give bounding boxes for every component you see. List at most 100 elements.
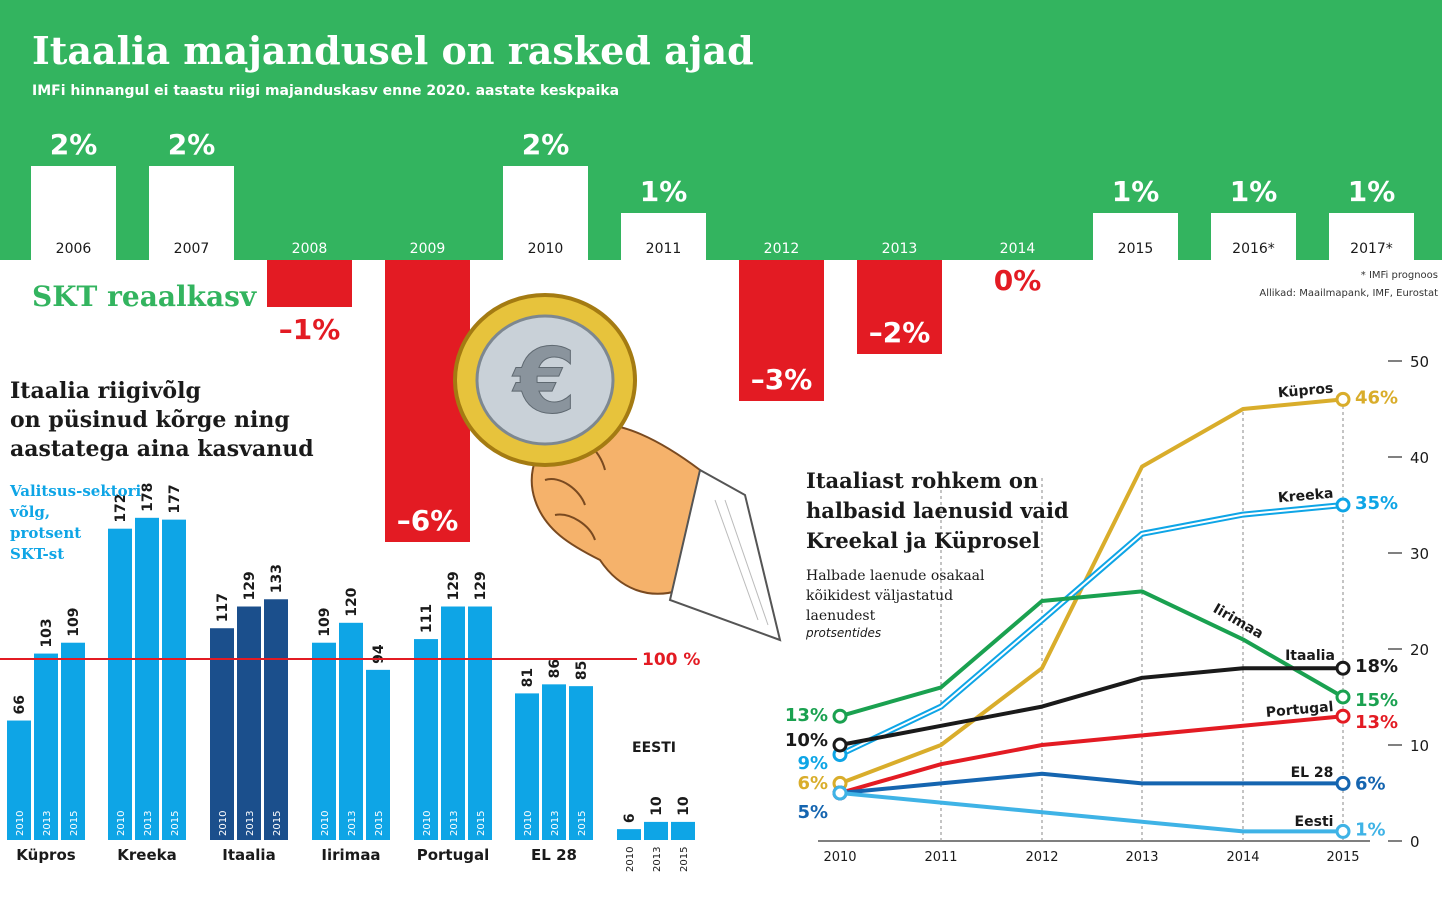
gdp-value-label-2015: 1% bbox=[1112, 175, 1160, 208]
debt-country-label-küpros: Küpros bbox=[16, 846, 75, 864]
debt-country-label-kreeka: Kreeka bbox=[117, 846, 176, 864]
bad-loans-end-label-küpros: 46% bbox=[1355, 387, 1398, 408]
debt-year-label-eesti-2015: 2015 bbox=[679, 847, 690, 872]
bad-loans-end-label-iirimaa: 15% bbox=[1355, 690, 1398, 711]
debt-country-label-el-28: EL 28 bbox=[531, 846, 577, 864]
bad-loans-end-label-kreeka: 35% bbox=[1355, 493, 1398, 514]
main-title: Itaalia majandusel on rasked ajad bbox=[32, 28, 754, 73]
gdp-bar-2012 bbox=[739, 260, 824, 401]
debt-year-label-kreeka-2010: 2010 bbox=[116, 811, 127, 836]
debt-year-label-küpros-2010: 2010 bbox=[15, 811, 26, 836]
gdp-value-label-2010: 2% bbox=[522, 128, 570, 161]
debt-year-label-portugal-2015: 2015 bbox=[476, 811, 487, 836]
debt-value-label-kreeka-2015: 177 bbox=[167, 484, 183, 513]
bad-loans-xtick-label-2014: 2014 bbox=[1226, 850, 1259, 865]
bad-loans-xtick-label-2011: 2011 bbox=[924, 850, 957, 865]
bad-loans-line-inner-kreeka bbox=[839, 504, 1344, 756]
bad-loans-xtick-label-2013: 2013 bbox=[1125, 850, 1158, 865]
debt-year-label-itaalia-2015: 2015 bbox=[272, 811, 283, 836]
debt-bar-iirimaa-2015 bbox=[366, 669, 390, 840]
bad-loans-subtitle-line-3: laenudest bbox=[806, 608, 876, 624]
debt-bar-küpros-2010 bbox=[7, 720, 31, 840]
debt-bar-el-28-2013 bbox=[542, 684, 566, 840]
debt-bar-kreeka-2010 bbox=[108, 528, 132, 840]
debt-bar-itaalia-2013 bbox=[237, 606, 261, 840]
gdp-bar-2013 bbox=[857, 260, 942, 354]
bad-loans-end-marker-iirimaa bbox=[1335, 689, 1351, 705]
bad-loans-start-label-iirimaa: 13% bbox=[785, 705, 828, 726]
bad-loans-end-marker-el-28 bbox=[1335, 775, 1351, 791]
debt-ylabel: Valitsus-sektori võlg, protsent SKT-st bbox=[9, 482, 142, 563]
bad-loans-line-portugal bbox=[839, 714, 1344, 795]
debt-value-label-portugal-2010: 111 bbox=[419, 604, 435, 633]
bad-loans-ytick-label-30: 30 bbox=[1410, 545, 1429, 563]
debt-year-label-portugal-2013: 2013 bbox=[449, 811, 460, 836]
debt-country-label-iirimaa: Iirimaa bbox=[321, 846, 380, 864]
bad-loans-end-marker-itaalia bbox=[1335, 660, 1351, 676]
gdp-year-label-2015: 2015 bbox=[1118, 241, 1154, 257]
bad-loans-xtick-label-2010: 2010 bbox=[823, 850, 856, 865]
gdp-value-label-2014: 0% bbox=[994, 264, 1042, 297]
debt-year-label-portugal-2010: 2010 bbox=[422, 811, 433, 836]
gdp-year-label-2009: 2009 bbox=[410, 241, 446, 257]
bad-loans-start-label-küpros: 6% bbox=[797, 773, 828, 794]
gdp-year-label-2006: 2006 bbox=[56, 241, 92, 257]
debt-value-label-küpros-2015: 109 bbox=[66, 607, 82, 636]
gdp-year-label-2016: 2016* bbox=[1232, 241, 1275, 257]
gdp-chart-title: SKT reaalkasv bbox=[32, 280, 257, 313]
gdp-value-label-2006: 2% bbox=[50, 128, 98, 161]
debt-bar-portugal-2015 bbox=[468, 606, 492, 840]
debt-year-label-iirimaa-2013: 2013 bbox=[347, 811, 358, 836]
gdp-year-label-2014: 2014 bbox=[1000, 241, 1036, 257]
debt-value-label-eesti-2010: 6 bbox=[622, 813, 638, 823]
debt-ylabel-line-3: protsent bbox=[10, 524, 81, 542]
euro-coin-icon: € bbox=[453, 293, 637, 467]
gdp-value-label-2011: 1% bbox=[640, 175, 688, 208]
bad-loans-title-line-1: Itaaliast rohkem on bbox=[806, 468, 1038, 493]
debt-reference-label: 100 % bbox=[642, 650, 700, 670]
debt-year-label-kreeka-2015: 2015 bbox=[170, 811, 181, 836]
debt-value-label-kreeka-2013: 178 bbox=[140, 483, 156, 512]
debt-chart: 66 2010 103 2013 109 2015 Küpros 172 2010 178 2013… bbox=[0, 483, 700, 872]
debt-value-label-itaalia-2010: 117 bbox=[215, 593, 231, 622]
bad-loans-ytick-label-20: 20 bbox=[1410, 641, 1429, 659]
gdp-year-label-2017: 2017* bbox=[1350, 241, 1393, 257]
bad-loans-subtitle-line-1: Halbade laenude osakaal bbox=[806, 568, 985, 584]
debt-year-label-eesti-2013: 2013 bbox=[652, 847, 663, 872]
bad-loans-end-label-itaalia: 18% bbox=[1355, 656, 1398, 677]
debt-bar-el-28-2015 bbox=[569, 686, 593, 840]
bad-loans-series-label-küpros: Küpros bbox=[1277, 381, 1334, 402]
debt-ylabel-line-2: võlg, bbox=[9, 503, 50, 521]
bad-loans-title-line-2: halbasid laenusid vaid bbox=[806, 498, 1069, 523]
bad-loans-xtick-label-2012: 2012 bbox=[1025, 850, 1058, 865]
euro-coin-hand-illustration: € bbox=[453, 293, 782, 642]
gdp-value-label-2016: 1% bbox=[1230, 175, 1278, 208]
debt-country-label-eesti: EESTI bbox=[632, 740, 676, 756]
bad-loans-end-label-portugal: 13% bbox=[1355, 712, 1398, 733]
bad-loans-line-iirimaa bbox=[839, 589, 1344, 719]
debt-year-label-itaalia-2013: 2013 bbox=[245, 811, 256, 836]
debt-year-label-itaalia-2010: 2010 bbox=[218, 811, 229, 836]
bad-loans-end-label-eesti: 1% bbox=[1355, 819, 1386, 840]
debt-value-label-eesti-2013: 10 bbox=[649, 796, 665, 816]
bad-loans-ytick-label-10: 10 bbox=[1410, 737, 1429, 755]
debt-year-label-eesti-2010: 2010 bbox=[625, 847, 636, 872]
bad-loans-ytick-label-0: 0 bbox=[1410, 833, 1420, 851]
bad-loans-series-label-kreeka: Kreeka bbox=[1277, 486, 1334, 507]
bad-loans-chart: 0 10 20 30 40 50 2010 2011 2012 2013 2014 2015 46% 6%… bbox=[785, 353, 1429, 865]
debt-bar-küpros-2013 bbox=[34, 653, 58, 840]
gdp-year-label-2010: 2010 bbox=[528, 241, 564, 257]
bad-loans-line-eesti bbox=[839, 791, 1343, 834]
gdp-value-label-2009: –6% bbox=[397, 504, 459, 537]
bad-loans-unit-note: protsentides bbox=[805, 626, 881, 640]
debt-bar-itaalia-2015 bbox=[264, 599, 288, 840]
gdp-growth-chart: 2% 2006 2% 2007 –1% 2008 –6% 2009 2% 2010 1% 2011 –3… bbox=[31, 128, 1414, 542]
bad-loans-start-marker-itaalia bbox=[832, 737, 848, 753]
debt-value-label-küpros-2010: 66 bbox=[12, 695, 28, 714]
debt-value-label-küpros-2013: 103 bbox=[39, 618, 55, 647]
bad-loans-line-el-28 bbox=[839, 771, 1343, 795]
debt-value-label-iirimaa-2013: 120 bbox=[344, 587, 360, 616]
debt-value-label-iirimaa-2010: 109 bbox=[317, 607, 333, 636]
debt-ylabel-line-1: Valitsus-sektori bbox=[9, 482, 142, 500]
gdp-year-label-2008: 2008 bbox=[292, 241, 328, 257]
